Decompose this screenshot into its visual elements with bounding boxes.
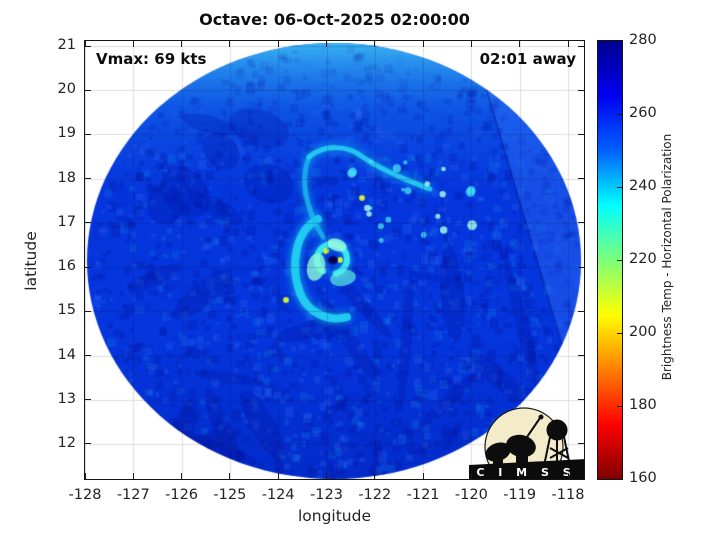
y-tick-mark [578,45,584,47]
x-tick-mark [229,473,231,479]
y-tick-mark [85,266,91,268]
y-tick-mark [85,399,91,401]
satellite-brightness-temp-image [85,41,584,479]
x-tick-label: -124 [261,487,295,503]
y-tick-mark [578,89,584,91]
y-tick-label: 13 [57,390,76,407]
x-tick-label: -127 [116,487,150,503]
y-tick-mark [578,266,584,268]
colorbar-tick-mark [617,186,622,188]
x-tick-mark [326,41,327,47]
x-tick-label: -118 [551,487,585,503]
x-tick-mark [519,41,521,47]
x-tick-mark [470,473,472,479]
colorbar-tick-mark [617,405,622,407]
y-tick-mark [578,222,584,224]
cimss-banner [469,459,584,479]
x-tick-mark [181,473,183,479]
x-tick-mark [277,473,279,479]
y-tick-mark [85,443,91,445]
x-tick-mark [422,473,424,479]
y-tick-mark [578,133,584,135]
x-tick-label: -123 [310,487,343,503]
x-tick-mark [277,41,279,47]
colorbar [597,40,623,480]
colorbar-tick-label: 220 [629,251,657,267]
cimss-logo-text: C I M S S [476,466,575,479]
colorbar-label: Brightness Temp - Horizontal Polarizatio… [660,133,674,381]
x-tick-label: -125 [213,487,247,503]
x-tick-mark [374,41,376,47]
x-tick-label: -120 [454,487,488,503]
plot-title: Octave: 06-Oct-2025 02:00:00 [199,10,470,29]
colorbar-tick-mark [617,332,622,334]
water-tower-icon [543,419,571,467]
cimss-logo: C I M S S [469,407,584,479]
x-tick-mark [132,41,134,47]
y-tick-label: 21 [57,37,76,53]
y-tick-label: 14 [57,346,76,363]
y-tick-mark [85,355,91,357]
y-tick-mark [85,222,91,224]
x-tick-mark [567,473,569,479]
x-tick-mark [132,473,134,479]
x-tick-mark [519,473,521,479]
colorbar-tick-label: 260 [629,105,657,121]
y-tick-mark [578,310,584,312]
y-tick-label: 19 [57,125,76,142]
y-tick-mark [85,45,91,47]
colorbar-tick-label: 180 [629,397,657,413]
y-tick-label: 12 [57,434,76,451]
colorbar-tick-label: 240 [629,178,657,194]
x-tick-label: -126 [165,487,199,503]
x-tick-mark [567,41,569,47]
y-tick-mark [85,133,91,135]
x-tick-mark [229,41,231,47]
colorbar-tick-label: 200 [629,324,657,340]
x-tick-label: -119 [503,487,537,503]
y-tick-label: 15 [57,302,76,319]
x-axis-label: longitude [297,507,372,525]
colorbar-tick-mark [617,113,622,115]
y-tick-mark [578,355,584,357]
vmax-annotation: Vmax: 69 kts [96,50,207,68]
x-tick-mark [422,41,424,47]
x-tick-mark [85,41,86,47]
x-tick-mark [326,473,327,479]
colorbar-tick-mark [617,259,622,261]
x-tick-label: -121 [406,487,440,503]
y-tick-mark [578,399,584,401]
x-tick-mark [470,41,472,47]
y-tick-label: 20 [57,81,76,98]
eta-annotation: 02:01 away [479,50,576,68]
colorbar-tick-label: 160 [629,470,657,486]
y-tick-mark [578,443,584,445]
x-tick-mark [374,473,376,479]
y-tick-label: 16 [57,258,76,275]
y-tick-label: 17 [57,213,76,230]
x-tick-mark [85,473,86,479]
x-tick-label: -128 [68,487,102,503]
x-tick-mark [181,41,183,47]
x-tick-label: -122 [358,487,392,503]
y-tick-mark [85,310,91,312]
y-tick-label: 18 [57,169,76,186]
y-tick-mark [578,178,584,180]
plot-area: Vmax: 69 kts 02:01 away C I M S S [84,40,585,480]
y-tick-mark [85,178,91,180]
y-tick-mark [85,89,91,91]
colorbar-tick-label: 280 [629,32,657,48]
